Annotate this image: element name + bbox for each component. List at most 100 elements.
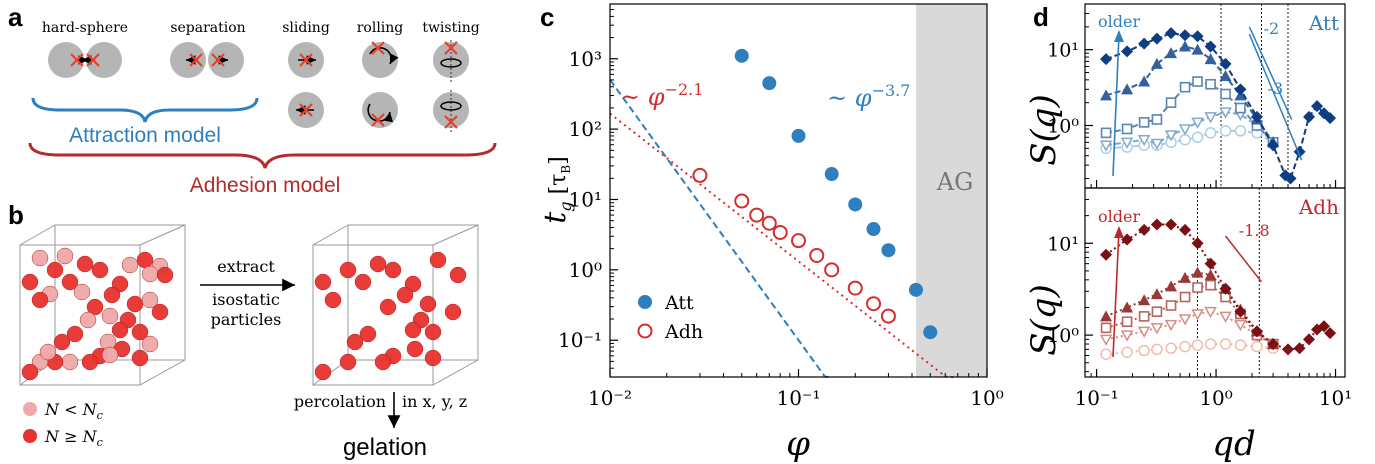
sq-data-point bbox=[1150, 288, 1163, 300]
particle bbox=[31, 249, 49, 267]
particle bbox=[131, 323, 149, 341]
particle bbox=[91, 261, 109, 279]
sq-data-point bbox=[1284, 172, 1297, 185]
sq-data-point bbox=[1204, 40, 1217, 53]
x-tick-label: 10⁰ bbox=[1199, 386, 1232, 410]
sq-data-point bbox=[1099, 140, 1113, 152]
y-tick-label: 10⁰ bbox=[1047, 116, 1079, 138]
percolation-label: percolation bbox=[294, 392, 386, 411]
sq-series-line bbox=[1105, 284, 1274, 345]
sq-data-point bbox=[1266, 339, 1280, 351]
x-tick-label: 10⁻¹ bbox=[776, 386, 820, 410]
y-tick-label: 10¹ bbox=[569, 187, 602, 211]
sq-data-point bbox=[1179, 223, 1192, 236]
sq-data-point bbox=[1324, 112, 1337, 125]
sq-data-point bbox=[1234, 83, 1247, 96]
legend-att-label: Att bbox=[664, 292, 694, 314]
sq-data-point bbox=[1138, 117, 1150, 128]
particle bbox=[66, 325, 84, 343]
constraint-cross-icon bbox=[444, 41, 458, 55]
sq-series-line bbox=[1105, 310, 1274, 345]
attraction-brace bbox=[31, 97, 259, 123]
fit-line-att bbox=[609, 79, 829, 378]
particle bbox=[56, 247, 74, 265]
particle bbox=[46, 261, 64, 279]
sq-data-point bbox=[1137, 134, 1151, 147]
sq-data-point bbox=[1191, 43, 1204, 55]
particle bbox=[339, 353, 357, 371]
particle bbox=[354, 273, 372, 291]
sq-data-point bbox=[1219, 69, 1232, 81]
x-tick-label: 10⁻¹ bbox=[1075, 386, 1119, 410]
sq-data-point bbox=[1234, 109, 1247, 121]
data-point-att bbox=[923, 325, 938, 340]
panel-a-diagram: hard-sphere separation sliding rolling t… bbox=[28, 20, 497, 197]
data-point-att bbox=[881, 243, 896, 258]
older-arrow-icon bbox=[1112, 33, 1120, 177]
sq-data-point bbox=[1251, 329, 1263, 341]
sq-data-point bbox=[1219, 57, 1232, 70]
sq-series-line bbox=[1105, 271, 1274, 345]
gelation-label: gelation bbox=[343, 434, 427, 461]
sq-data-point bbox=[1251, 120, 1263, 131]
sq-data-point bbox=[1251, 340, 1263, 353]
sphere bbox=[86, 42, 122, 78]
sq-series-line bbox=[1105, 45, 1274, 143]
constraint-cross-icon bbox=[299, 53, 313, 67]
particle bbox=[429, 251, 447, 269]
data-point-adh bbox=[880, 308, 896, 324]
sq-series-line bbox=[1105, 129, 1274, 150]
mode-label-twisting: twisting bbox=[422, 20, 479, 36]
sphere bbox=[362, 42, 398, 78]
constraint-cross-icon bbox=[70, 53, 84, 67]
data-point-adh bbox=[772, 224, 788, 240]
sq-data-point bbox=[1164, 130, 1178, 142]
sq-data-point bbox=[1205, 78, 1216, 90]
sq-data-point bbox=[1234, 125, 1247, 137]
data-point-adh bbox=[734, 193, 750, 209]
data-point-adh bbox=[791, 233, 806, 249]
sq-data-point bbox=[1191, 266, 1204, 278]
sq-data-point bbox=[1165, 300, 1177, 311]
sq-data-point bbox=[1192, 76, 1203, 87]
particle bbox=[39, 343, 57, 361]
sq-data-point bbox=[1250, 325, 1263, 338]
particle bbox=[424, 349, 442, 367]
particle bbox=[111, 321, 129, 339]
sq-data-point bbox=[1204, 53, 1217, 65]
slope-line bbox=[1248, 33, 1303, 161]
adh-fit-label: ~ φ−2.1 bbox=[620, 80, 703, 111]
sq-data-point bbox=[1204, 112, 1217, 124]
legend-low-swatch bbox=[23, 402, 37, 416]
particle bbox=[21, 363, 39, 381]
older-label: older bbox=[1098, 207, 1140, 226]
sq-series-line bbox=[1105, 32, 1331, 180]
sq-data-point bbox=[1205, 279, 1216, 291]
sq-data-point bbox=[1317, 320, 1330, 333]
sq-data-point bbox=[1179, 133, 1191, 146]
sq-data-point bbox=[1267, 342, 1279, 354]
sq-data-point bbox=[1121, 83, 1134, 95]
sq-data-point bbox=[1219, 282, 1232, 295]
slope-line bbox=[1224, 235, 1263, 283]
panel-d-letter: d bbox=[1033, 2, 1049, 32]
sq-data-point bbox=[1267, 136, 1280, 148]
sq-data-point bbox=[1165, 27, 1178, 40]
sq-data-point bbox=[1267, 338, 1280, 351]
legend-low-label: N < Nc bbox=[44, 400, 103, 422]
sq-data-point bbox=[1138, 344, 1150, 357]
data-point-att bbox=[866, 222, 881, 237]
sq-data-point bbox=[1191, 117, 1204, 129]
x-axis-label-phi: φ bbox=[786, 424, 810, 464]
adhesion-model-label: Adhesion model bbox=[190, 174, 341, 197]
corner-label-adh: Adh bbox=[1298, 195, 1339, 219]
particle bbox=[131, 349, 149, 367]
particle bbox=[61, 273, 79, 291]
particle bbox=[424, 323, 442, 341]
constraint-cross-icon bbox=[86, 53, 100, 67]
corner-label-att: Att bbox=[1308, 11, 1339, 35]
particle bbox=[103, 286, 121, 304]
sq-data-point bbox=[1267, 137, 1279, 148]
particles-label: particles bbox=[211, 310, 282, 329]
sq-data-point bbox=[1250, 113, 1263, 125]
